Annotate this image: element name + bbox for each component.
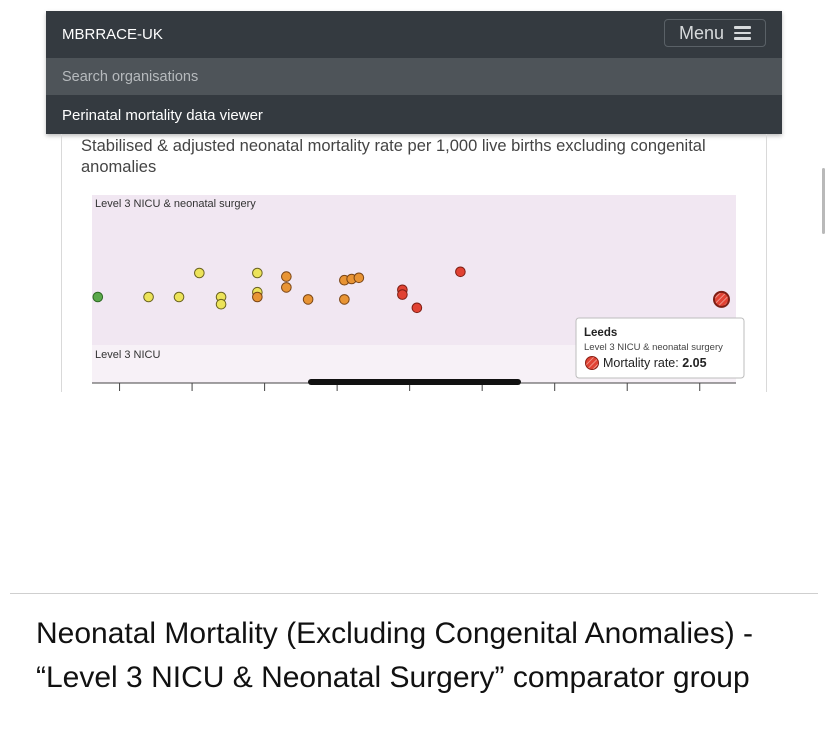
scatter-chart: Level 3 NICU & neonatal surgery Level 3 …: [92, 195, 745, 391]
data-point-15[interactable]: [339, 294, 350, 305]
menu-label: Menu: [678, 22, 725, 43]
tooltip-name: Leeds: [584, 327, 617, 339]
tooltip-marker-icon: [585, 356, 599, 370]
hamburger-icon: [734, 26, 752, 40]
band-label-nicu: Level 3 NICU: [95, 349, 160, 361]
data-point-selected[interactable]: [712, 290, 730, 308]
data-point-17[interactable]: [397, 289, 408, 300]
band-label-surgery: Level 3 NICU & neonatal surgery: [95, 198, 256, 210]
search-input[interactable]: [62, 58, 662, 95]
data-point-3[interactable]: [194, 267, 205, 279]
data-point-1[interactable]: [143, 291, 154, 303]
scrollbar[interactable]: [822, 168, 825, 234]
tooltip-group: Level 3 NICU & neonatal surgery: [584, 342, 723, 353]
tooltip-metric: Mortality rate: 2.05: [603, 356, 707, 370]
data-point-19[interactable]: [455, 266, 466, 278]
horizontal-scroll-thumb[interactable]: [308, 379, 521, 385]
brand-link[interactable]: MBRRACE-UK: [62, 26, 163, 43]
search-bar: [46, 58, 782, 95]
data-point-14[interactable]: [353, 272, 365, 284]
tooltip: Leeds Level 3 NICU & neonatal surgery Mo…: [575, 317, 745, 379]
chart-card: [61, 134, 767, 392]
caption: Neonatal Mortality (Excluding Congenital…: [36, 617, 754, 694]
data-point-0[interactable]: [92, 291, 104, 303]
data-point-5[interactable]: [215, 298, 227, 310]
navbar: MBRRACE-UK Menu Perinatal mortality data…: [46, 11, 782, 134]
tooltip-metric-label: Mortality rate:: [603, 356, 679, 370]
tooltip-value: 2.05: [682, 356, 706, 370]
data-point-2[interactable]: [173, 291, 185, 303]
data-point-8[interactable]: [252, 291, 263, 303]
chart-title: Stabilised & adjusted neonatal mortality…: [81, 137, 706, 176]
data-point-9[interactable]: [281, 271, 292, 282]
data-point-6[interactable]: [252, 267, 263, 279]
data-point-10[interactable]: [281, 282, 292, 293]
nav-link-data-viewer[interactable]: Perinatal mortality data viewer: [62, 107, 263, 124]
data-point-18[interactable]: [411, 302, 423, 314]
data-point-11[interactable]: [302, 294, 314, 305]
menu-button[interactable]: Menu: [664, 19, 766, 47]
divider: [10, 593, 818, 594]
